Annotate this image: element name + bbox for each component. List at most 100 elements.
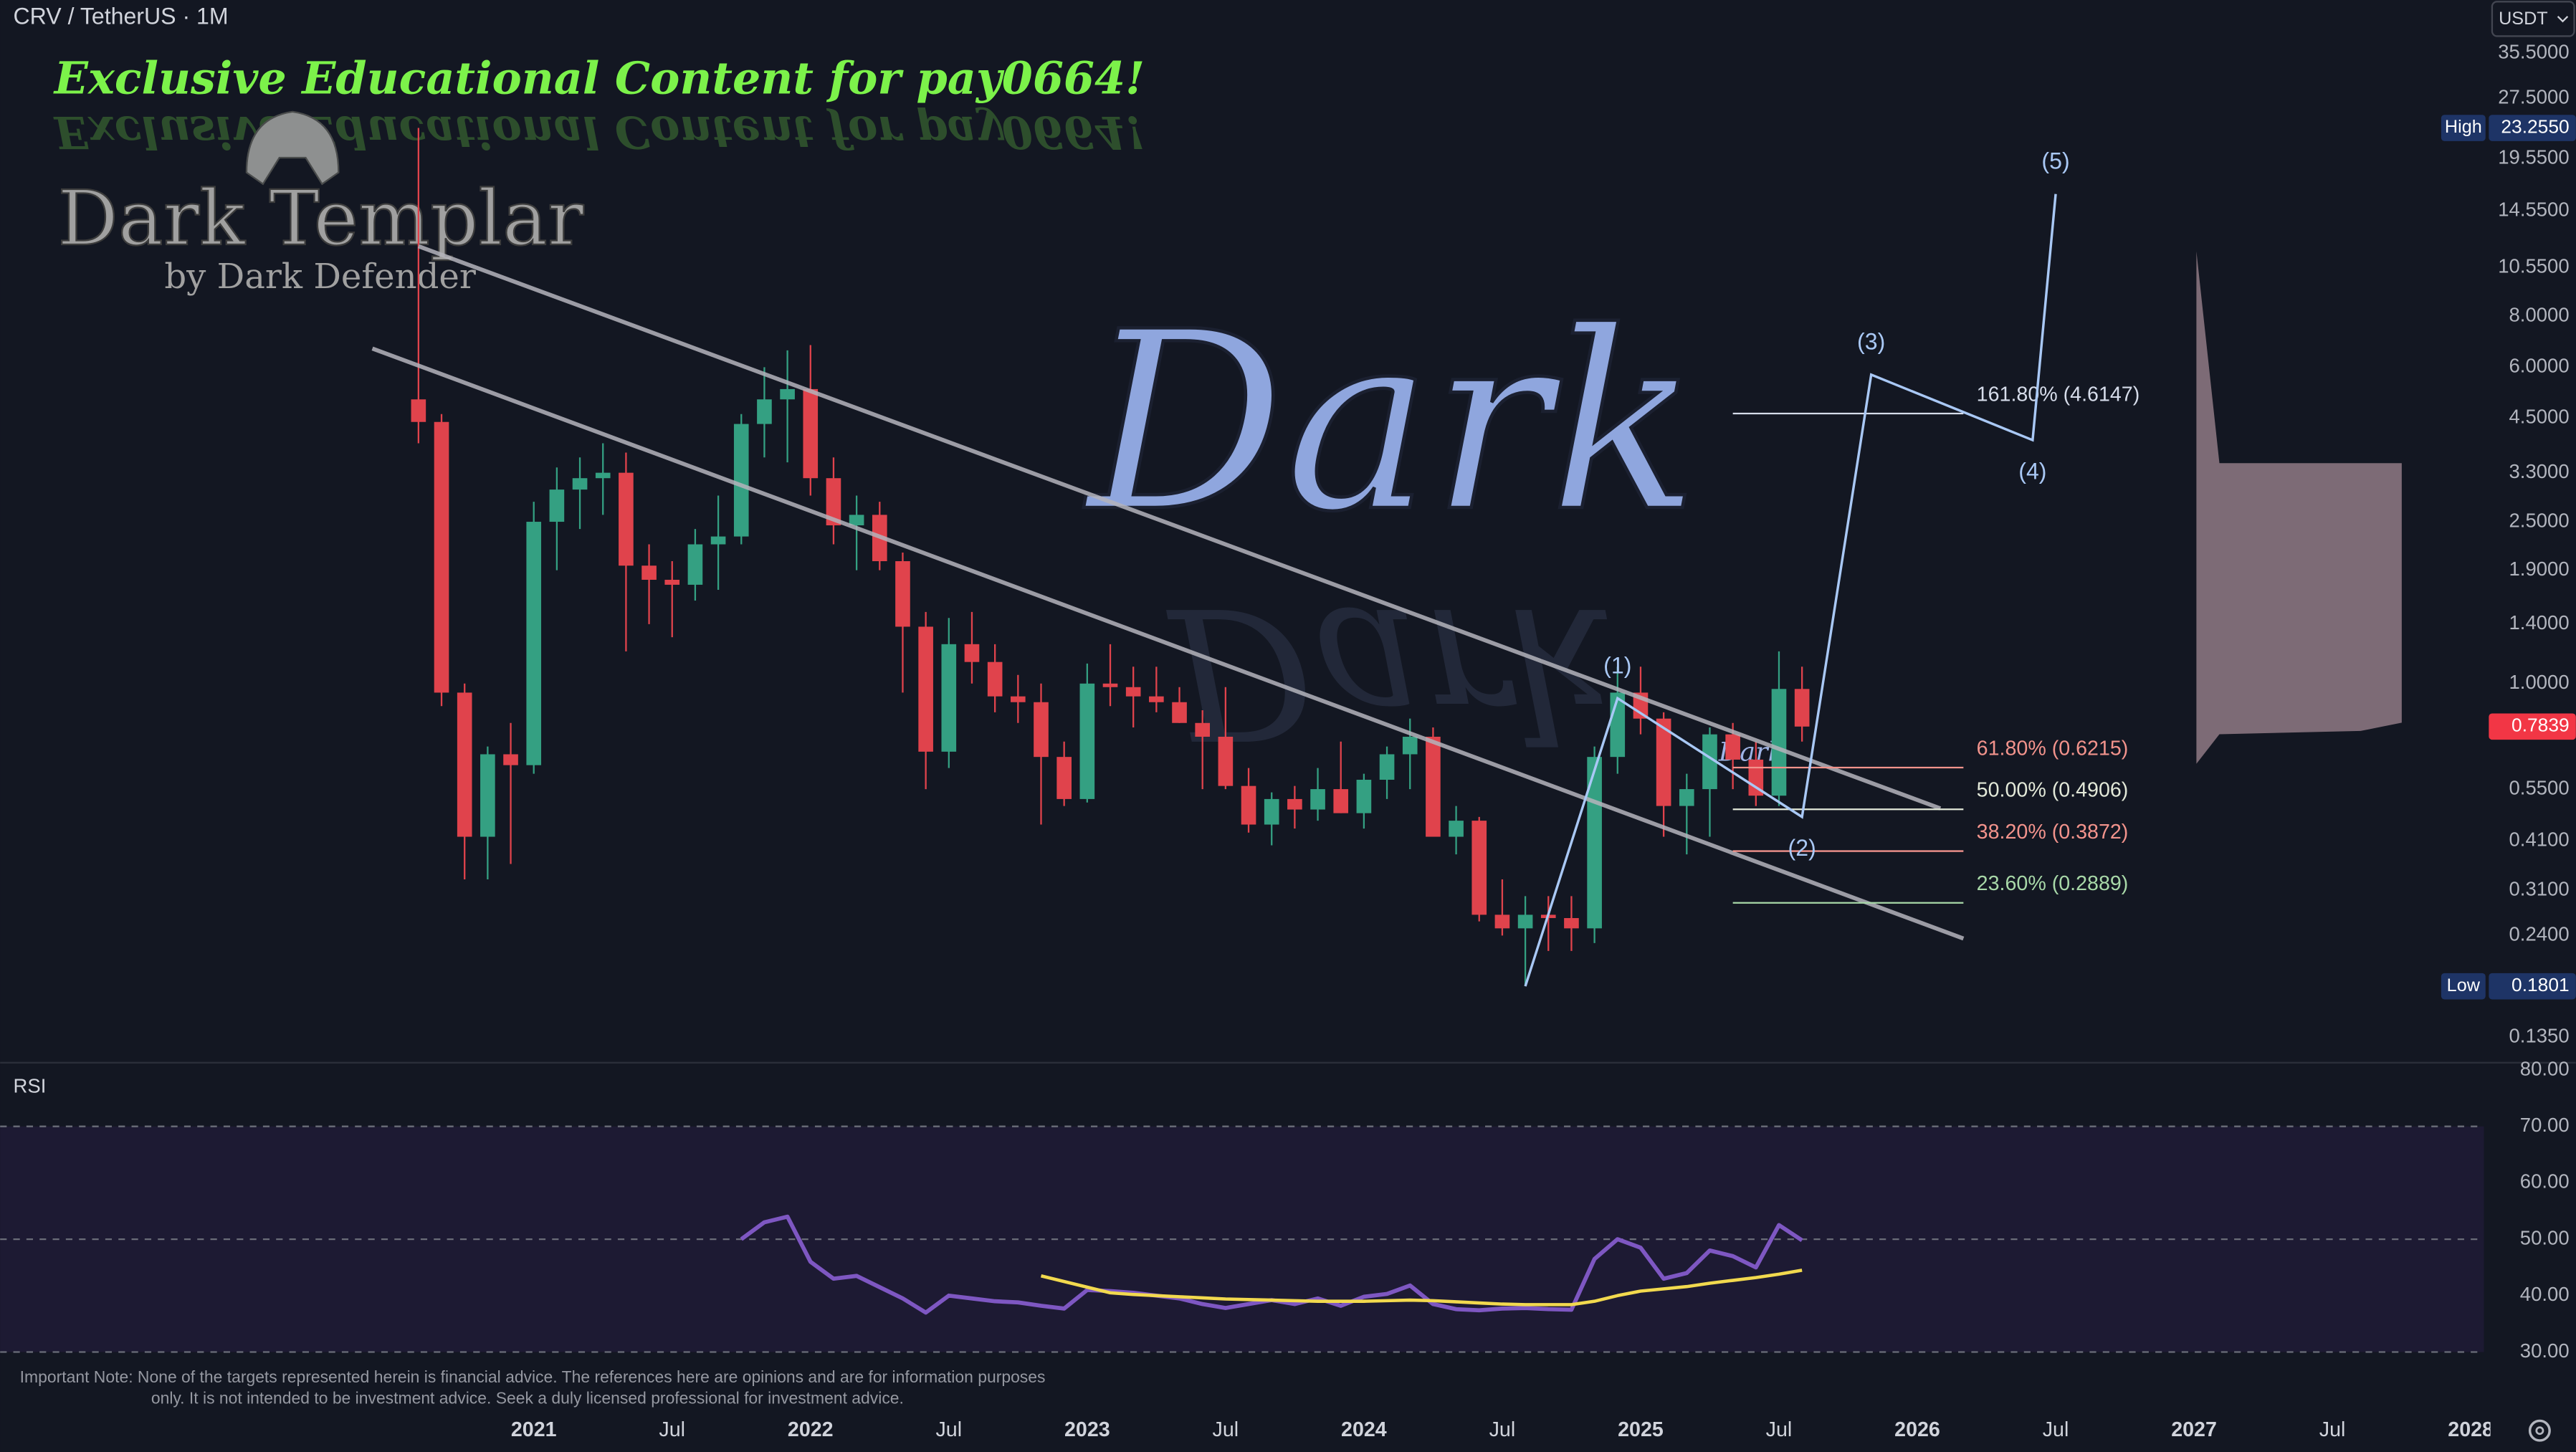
wave-path (1524, 194, 2057, 987)
candle-body (1748, 759, 1764, 796)
candle-body (1241, 785, 1256, 825)
candle-body (1172, 702, 1187, 723)
candle-body (1679, 789, 1694, 806)
wave-label: (5) (2041, 148, 2069, 174)
y-tick-label: 1.0000 (2509, 671, 2570, 693)
rsi-tick-label: 40.00 (2520, 1283, 2570, 1305)
candle-body (941, 644, 957, 752)
candle-body (826, 478, 841, 526)
price-tag (2489, 973, 2576, 1000)
candle-body (1794, 689, 1810, 727)
candle-body (1356, 780, 1372, 813)
rsi-title: RSI (14, 1074, 47, 1097)
candle-body (1125, 687, 1141, 697)
logo-name: Dark Templar (57, 174, 584, 262)
y-tick-label: 6.0000 (2509, 355, 2570, 377)
volume-profile (2196, 251, 2402, 764)
helmet-icon (245, 110, 340, 186)
x-tick-label: Jul (1489, 1418, 1516, 1441)
currency-caret[interactable] (2557, 16, 2569, 23)
candle-body (803, 388, 819, 479)
candle-body (1426, 736, 1441, 837)
y-tick-label: 35.5000 (2498, 41, 2569, 63)
currency[interactable]: USDT (2499, 9, 2548, 29)
candle-body (1771, 689, 1787, 796)
price-tag-label: Low (2447, 975, 2481, 995)
candle-body (1517, 914, 1533, 929)
watermark-reflection: Dark (1166, 567, 1618, 777)
price-tag-value: 0.1801 (2511, 974, 2570, 995)
candle-body (1310, 789, 1325, 810)
currency-box[interactable] (2491, 1, 2575, 37)
x-tick-label: 2027 (2171, 1418, 2217, 1441)
settings-icon-center[interactable] (2535, 1426, 2544, 1436)
candle-body (1725, 734, 1740, 760)
candle-body (895, 561, 910, 627)
trend-line (371, 346, 1965, 941)
x-tick-label: Jul (1213, 1418, 1239, 1441)
x-tick-label: 2024 (1341, 1418, 1387, 1441)
y-tick-label: 27.5000 (2498, 86, 2569, 108)
candle-body (595, 472, 611, 479)
tagline-reflection: Exclusive Educational Content for pay066… (53, 106, 1145, 158)
x-tick-label: 2025 (1618, 1418, 1664, 1441)
y-tick-label: 3.3000 (2509, 460, 2570, 482)
candle-body (710, 536, 726, 545)
x-tick-label: Jul (659, 1418, 685, 1441)
candle-body (987, 661, 1003, 697)
candle-body (1333, 789, 1349, 813)
y-tick-label: 19.5500 (2498, 146, 2569, 168)
candle-body (1011, 696, 1026, 702)
rsi-tick-label: 50.00 (2520, 1226, 2570, 1248)
candle-body (757, 399, 772, 424)
candle-body (1471, 821, 1487, 915)
price-tag-label: High (2445, 117, 2482, 137)
candle-body (434, 421, 449, 693)
candle-body (641, 565, 657, 580)
axes: 35.5000 27.5000 19.5500 14.5500 10.5500 8.000… (2441, 41, 2576, 1362)
candle-body (1449, 821, 1464, 837)
price-tag-value: 23.2550 (2501, 116, 2569, 138)
x-tick-label: 2026 (1894, 1418, 1940, 1441)
x-axis: 2021 Jul 2022 Jul 2023 Jul 2024 Jul 2025 Jul 2026 J… (511, 1418, 2494, 1441)
y-tick-label: 0.5500 (2509, 776, 2570, 798)
x-tick-label: Jul (936, 1418, 963, 1441)
candle-body (457, 692, 472, 837)
price-tag (2489, 713, 2576, 740)
candle-body (1564, 917, 1579, 929)
wave-label: (3) (1857, 329, 1885, 355)
rsi-tick-label: 80.00 (2520, 1057, 2570, 1079)
y-tick-label: 0.1350 (2509, 1024, 2570, 1046)
candle-body (1702, 734, 1717, 790)
price-tag (2489, 115, 2576, 141)
x-tick-label: 2023 (1064, 1418, 1110, 1441)
candle-body (1402, 736, 1418, 755)
candle-body (1056, 757, 1072, 799)
fib-label: 161.80% (4.6147) (1977, 383, 2140, 406)
price-tag-value: 0.7839 (2511, 715, 2570, 736)
x-tick-label: Jul (2043, 1418, 2069, 1441)
disclaimer-line: Important Note: None of the targets repr… (20, 1367, 1046, 1386)
candle-body (780, 388, 795, 400)
x-tick-label: 2028 (2448, 1418, 2494, 1441)
x-tick-label: 2021 (511, 1418, 557, 1441)
rsi-tick-label: 60.00 (2520, 1170, 2570, 1193)
y-tick-label: 0.2400 (2509, 923, 2570, 945)
rsi-pane (0, 1125, 2484, 1353)
candle-body (503, 754, 518, 765)
rsi-band (0, 1126, 2484, 1352)
candle-body (1656, 718, 1671, 806)
fib-label: 23.60% (0.2889) (1977, 872, 2129, 895)
candle-body (1379, 754, 1395, 780)
y-tick-label: 1.4000 (2509, 611, 2570, 634)
y-tick-label: 0.4100 (2509, 828, 2570, 851)
candle-body (480, 754, 495, 837)
candle-body (549, 489, 565, 522)
candle-body (1494, 914, 1510, 929)
candle-body (526, 522, 542, 765)
watermark: Dark (1084, 280, 1699, 566)
candle-body (1079, 683, 1095, 799)
settings-icon[interactable] (2528, 1419, 2551, 1442)
candle-body (1218, 736, 1234, 786)
